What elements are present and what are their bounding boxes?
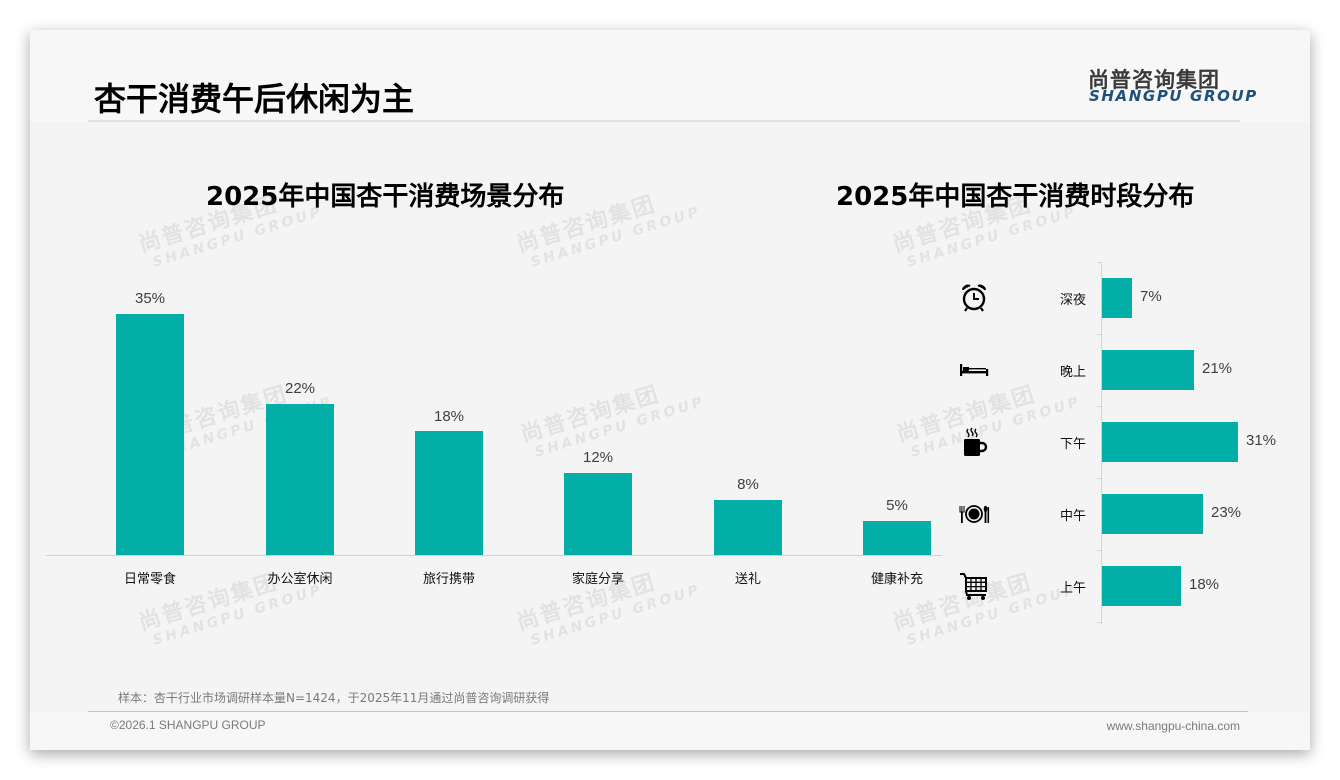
bar-value-label: 18% xyxy=(433,408,465,425)
bar xyxy=(415,431,483,555)
header-band xyxy=(30,30,1310,122)
axis-tick xyxy=(1097,622,1102,623)
category-label: 办公室休闲 xyxy=(267,572,333,587)
bar-row: 深夜 7% xyxy=(940,262,1300,334)
footer-band xyxy=(30,712,1310,750)
bar-value-label: 18% xyxy=(1189,576,1220,593)
bar-value-label: 8% xyxy=(737,476,759,493)
category-label: 深夜 xyxy=(1060,293,1087,308)
category-label: 旅行携带 xyxy=(422,572,475,587)
category-label: 晚上 xyxy=(1060,365,1087,380)
bar-group: 35% 日常零食 xyxy=(76,270,226,600)
copyright-text: ©2026.1 SHANGPU GROUP xyxy=(110,718,266,732)
bar xyxy=(863,521,931,555)
shopping-cart-icon xyxy=(960,573,987,600)
logo-english: SHANGPU GROUP xyxy=(1089,87,1258,105)
axis-tick xyxy=(1097,550,1102,551)
bar-value-label: 12% xyxy=(582,449,614,466)
bar-row: 中午 23% xyxy=(940,478,1300,550)
y-axis-line xyxy=(1101,262,1102,624)
plate-cutlery-icon xyxy=(959,505,990,523)
bar-group: 12% 家庭分享 xyxy=(524,270,674,600)
period-bar-chart: 深夜 7% 晚上 21% 下午 3 xyxy=(940,262,1300,624)
bar xyxy=(714,500,782,555)
bar xyxy=(1102,278,1132,318)
bar-row: 晚上 21% xyxy=(940,334,1300,406)
bar-group: 18% 旅行携带 xyxy=(375,270,525,600)
category-label: 送礼 xyxy=(734,572,761,587)
bar-value-label: 35% xyxy=(134,290,166,307)
axis-tick xyxy=(1097,334,1102,335)
category-label: 家庭分享 xyxy=(571,572,624,587)
bar xyxy=(1102,350,1194,390)
website-link[interactable]: www.shangpu-china.com xyxy=(1106,719,1240,733)
alarm-clock-icon xyxy=(962,284,986,312)
category-label: 健康补充 xyxy=(870,572,923,587)
bar-row: 下午 31% xyxy=(940,406,1300,478)
page-title: 杏干消费午后休闲为主 xyxy=(94,80,415,118)
bar xyxy=(1102,566,1181,606)
scene-bar-chart: 35% 日常零食 22% 办公室休闲 18% 旅行携带 12% 家庭分享 8% … xyxy=(46,270,942,600)
header-divider xyxy=(88,120,1240,122)
bar-value-label: 23% xyxy=(1211,504,1242,521)
scene-chart-title: 2025年中国杏干消费场景分布 xyxy=(206,182,565,212)
bar-value-label: 21% xyxy=(1202,360,1233,377)
hot-coffee-icon xyxy=(964,427,988,456)
axis-tick xyxy=(1097,406,1102,407)
axis-tick xyxy=(1097,262,1102,263)
bar-row: 上午 18% xyxy=(940,550,1300,622)
logo-chinese: 尚普咨询集团 xyxy=(1088,68,1220,92)
bar-value-label: 5% xyxy=(886,497,908,514)
x-axis-line xyxy=(46,555,942,556)
bar xyxy=(116,314,184,555)
bar xyxy=(1102,494,1203,534)
category-label: 中午 xyxy=(1060,509,1087,524)
bar-value-label: 22% xyxy=(284,380,316,397)
footer-divider xyxy=(88,711,1248,712)
category-label: 下午 xyxy=(1060,437,1087,452)
slide: 杏干消费午后休闲为主 尚普咨询集团 SHANGPU GROUP 尚普咨询集团 SH… xyxy=(30,30,1310,750)
bar-group: 5% 健康补充 xyxy=(823,270,973,600)
bar-value-label: 7% xyxy=(1140,288,1162,305)
axis-tick xyxy=(1097,478,1102,479)
bar-value-label: 31% xyxy=(1246,432,1277,449)
bar xyxy=(564,473,632,555)
bed-icon xyxy=(960,364,989,376)
bar-group: 22% 办公室休闲 xyxy=(226,270,376,600)
bar xyxy=(1102,422,1238,462)
bar xyxy=(266,404,334,555)
category-label: 上午 xyxy=(1060,581,1087,596)
category-label: 日常零食 xyxy=(123,572,176,587)
sample-footnote: 样本：杏干行业市场调研样本量N=1424，于2025年11月通过尚普咨询调研获得 xyxy=(118,691,550,705)
period-chart-title: 2025年中国杏干消费时段分布 xyxy=(836,182,1195,212)
bar-group: 8% 送礼 xyxy=(674,270,824,600)
